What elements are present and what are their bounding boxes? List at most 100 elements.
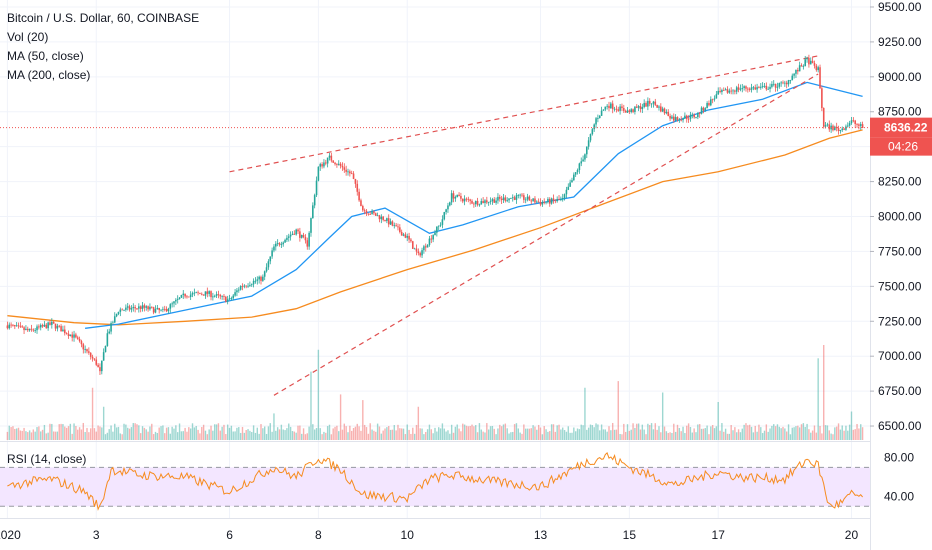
volume-bar [525, 428, 527, 440]
volume-bar [256, 427, 258, 440]
candle-body [110, 323, 112, 332]
volume-bar [858, 428, 860, 440]
volume-bar [708, 434, 710, 440]
candle-body [132, 306, 135, 309]
candle-body [278, 243, 281, 245]
volume-bar [423, 434, 425, 440]
candle-body [828, 124, 831, 130]
price-tick-label: 7000.00 [878, 349, 922, 363]
candle-body [8, 324, 11, 329]
candle-body [536, 201, 538, 203]
volume-bar [199, 433, 201, 440]
candle-body [367, 213, 370, 215]
candle-body [515, 195, 518, 200]
volume-bar [458, 428, 460, 440]
candle-body [112, 322, 114, 324]
candle-body [306, 240, 309, 247]
volume-bar [619, 433, 621, 440]
volume-bar [154, 431, 157, 440]
volume-bar [123, 423, 125, 440]
candle-body [693, 114, 695, 118]
candle-body [458, 194, 460, 196]
volume-bar [188, 427, 190, 440]
candle-body [702, 107, 705, 111]
volume-bar [341, 429, 344, 440]
last-price-tag [870, 117, 932, 138]
volume-bar [624, 431, 627, 440]
volume-bar [778, 426, 780, 440]
candle-body [606, 105, 608, 107]
time-tick-label: 17 [712, 528, 726, 542]
volume-bar [38, 426, 40, 440]
volume-bar [338, 431, 340, 440]
candle-body [637, 106, 640, 108]
candle-body [82, 344, 85, 350]
candle-body [41, 325, 44, 327]
candle-body [658, 106, 660, 108]
candle-body [613, 108, 616, 110]
candle-body [287, 236, 290, 238]
ma50-legend[interactable]: MA (50, close) [7, 49, 84, 63]
volume-bar [482, 431, 484, 440]
volume-bar [852, 429, 855, 440]
volume-bar [167, 427, 170, 440]
ma200-legend[interactable]: MA (200, close) [7, 68, 91, 82]
candle-body [615, 108, 618, 110]
volume-bar [537, 424, 540, 440]
candle-body [859, 124, 862, 126]
candle-body [411, 241, 414, 249]
candle-body [530, 200, 533, 202]
volume-bar [173, 428, 175, 440]
candle-body [97, 364, 99, 368]
volume-bar [658, 426, 660, 440]
volume-bar [365, 427, 368, 440]
candle-body [395, 225, 397, 227]
volume-legend[interactable]: Vol (20) [7, 30, 49, 44]
volume-bar [795, 426, 797, 440]
candle-body [761, 86, 764, 87]
candle-body [597, 118, 599, 119]
volume-bar [730, 425, 732, 440]
candle-body [241, 285, 244, 287]
volume-bar [789, 434, 792, 440]
volume-bar [282, 429, 284, 440]
candle-body [523, 195, 525, 200]
volume-bar [347, 432, 349, 440]
volume-bar [623, 423, 625, 440]
volume-bar [724, 428, 727, 440]
volume-bar [139, 433, 142, 440]
candle-body [271, 250, 273, 257]
candle-body [676, 117, 679, 120]
symbol-title[interactable]: Bitcoin / U.S. Dollar, 60, COINBASE [7, 11, 200, 25]
volume-bar [728, 433, 731, 440]
candle-body [450, 193, 453, 203]
candle-body [574, 172, 577, 175]
price-tick-label: 9500.00 [878, 0, 922, 14]
candle-body [685, 115, 688, 119]
candle-body [417, 251, 420, 254]
volume-bar [830, 433, 832, 440]
candle-body [143, 305, 146, 308]
candle-body [822, 108, 825, 127]
candle-body [567, 186, 570, 190]
candle-body [598, 115, 601, 119]
candle-body [443, 212, 446, 220]
volume-bar [232, 431, 234, 440]
volume-bar [808, 429, 810, 440]
volume-bar [599, 430, 601, 440]
volume-bar [558, 424, 560, 440]
volume-bar [125, 424, 127, 440]
candle-body [550, 198, 553, 204]
volume-bar [532, 425, 534, 440]
volume-bar [351, 430, 353, 440]
volume-bar [419, 428, 421, 440]
candle-body [32, 329, 35, 331]
candles [6, 54, 864, 375]
candle-body [680, 119, 682, 121]
candle-body [73, 334, 75, 338]
candle-body [804, 59, 807, 67]
volume-bar [321, 434, 323, 440]
candle-body [832, 125, 834, 131]
rsi-legend[interactable]: RSI (14, close) [7, 452, 87, 466]
